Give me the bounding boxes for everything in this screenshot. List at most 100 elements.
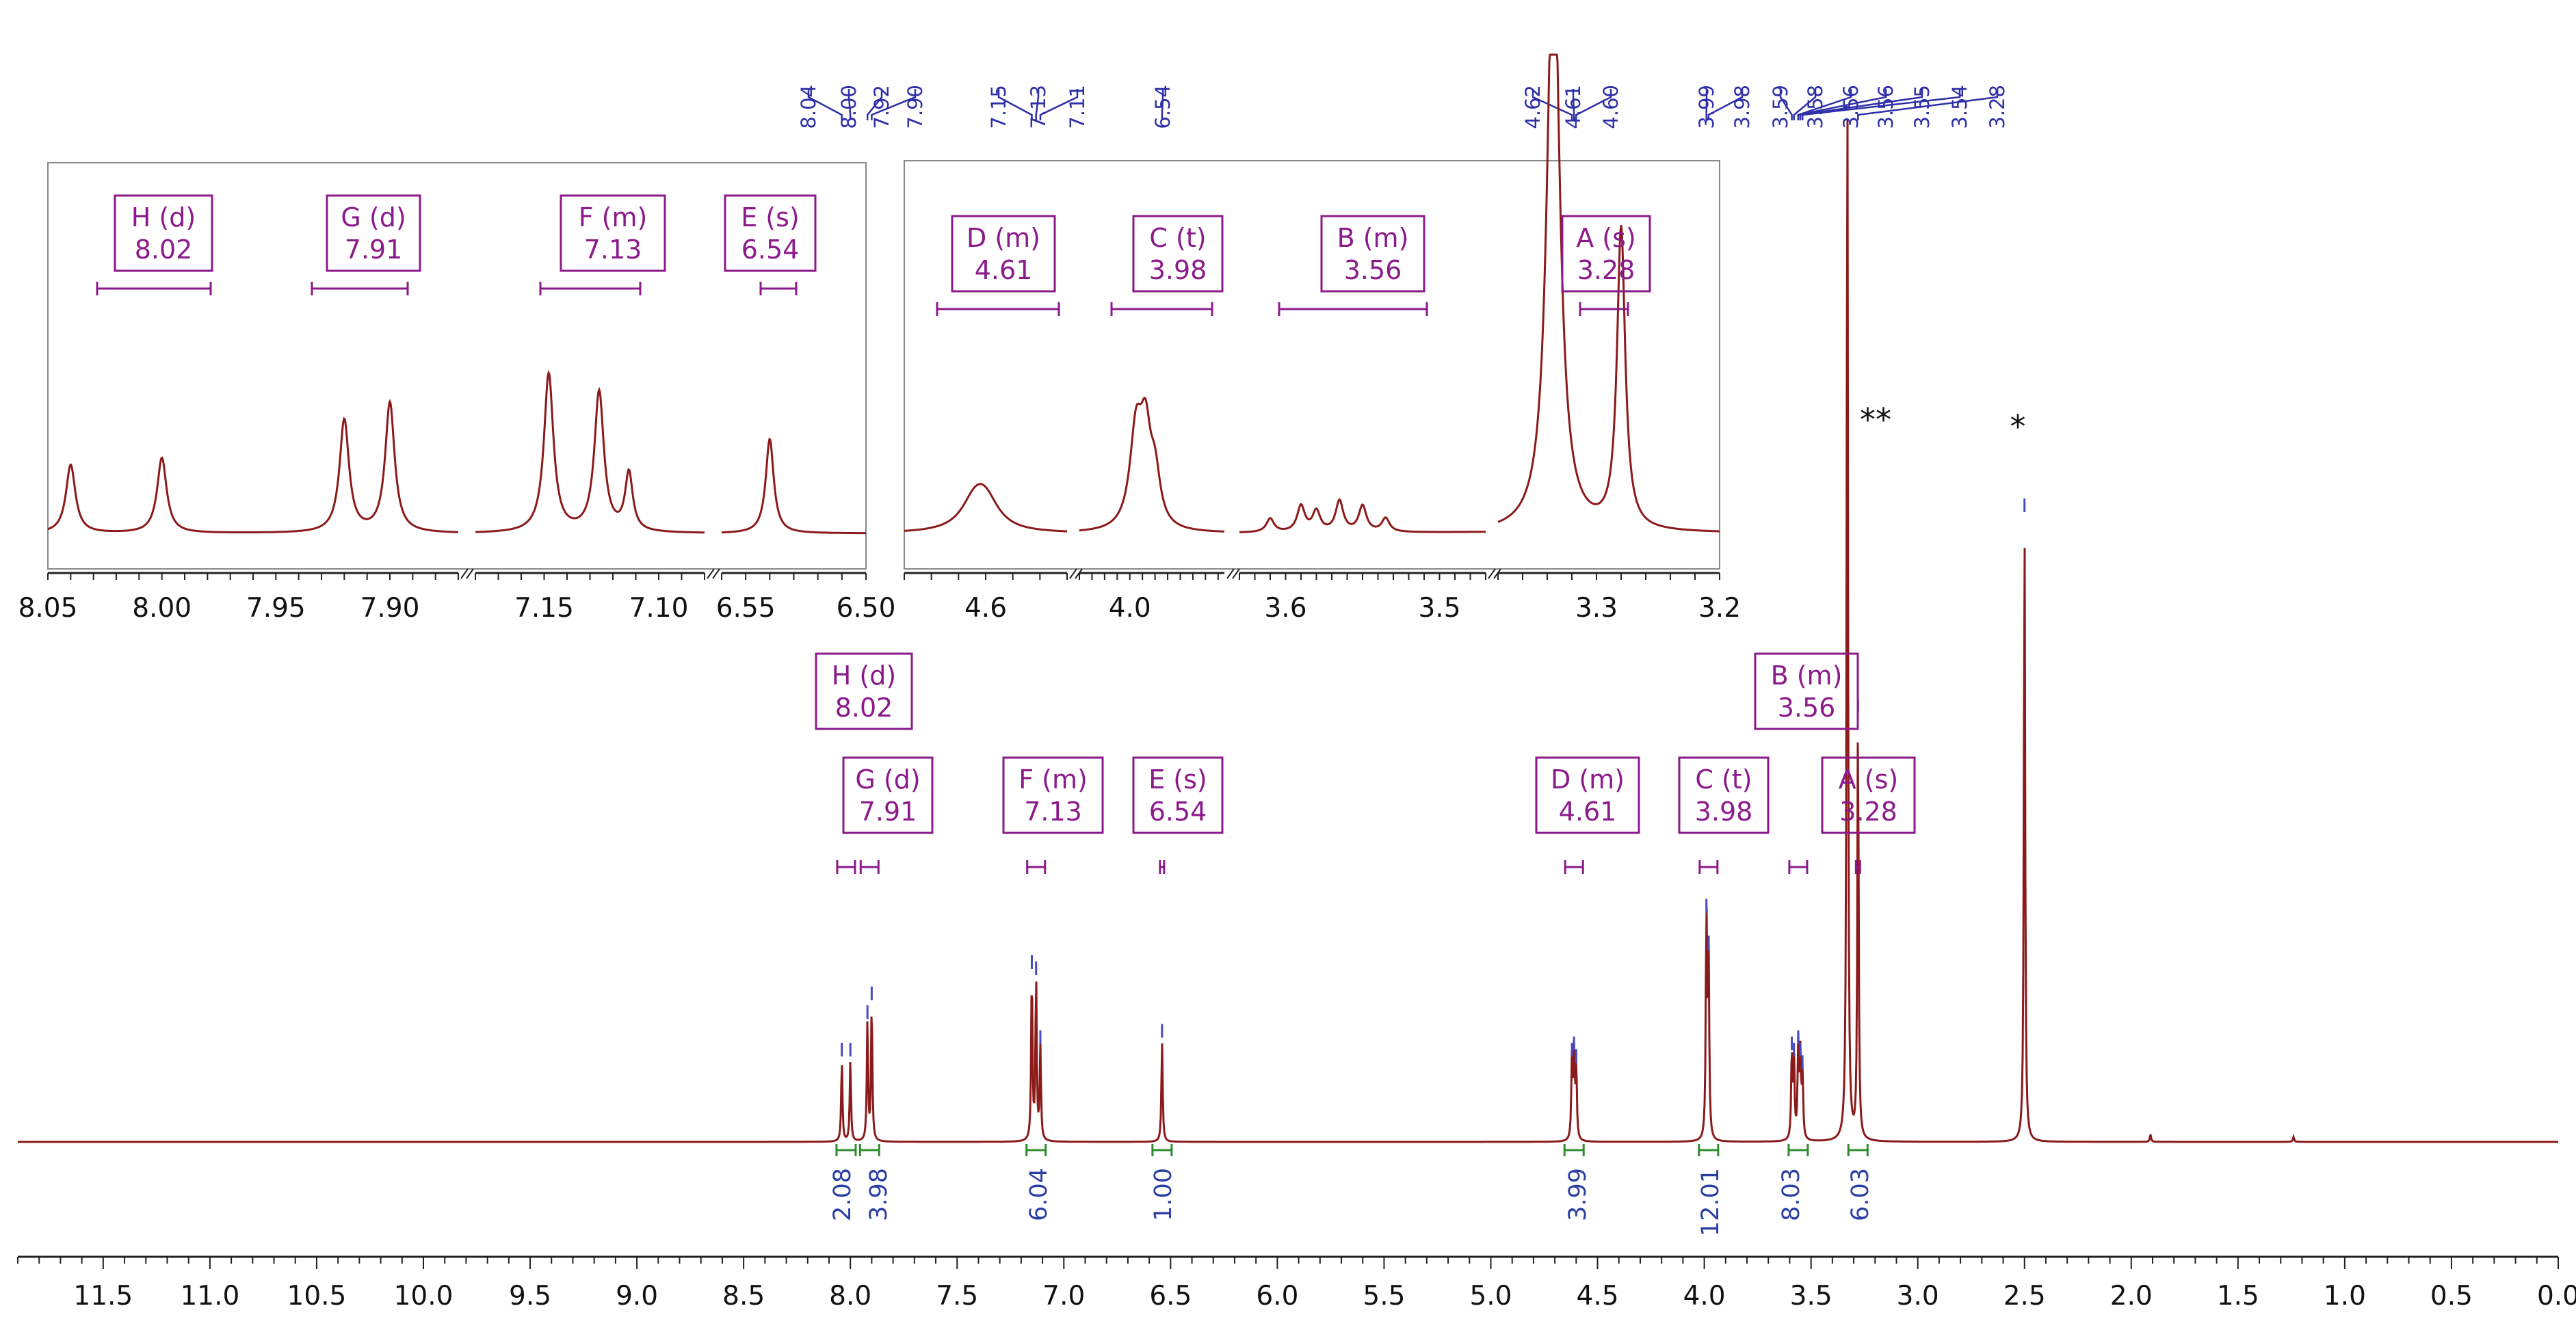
x-tick-label: 7.0 [1042, 1281, 1085, 1311]
integral-value-6.03: 6.03 [1847, 1168, 1874, 1221]
annotation-double-star: ** [1860, 401, 1891, 438]
inset-label-D: D (m)4.61 [936, 215, 1060, 316]
inset-frame [47, 162, 867, 570]
inset-label-G: G (d)7.91 [311, 194, 421, 295]
peak-leader-3 [871, 89, 917, 120]
inset-axis-break [460, 568, 474, 579]
inset-aliphatic: 4.6 4.0 3.6 3.5 3.3 3.2 D (m)4.61 C (t)3.98 B (m… [904, 53, 1741, 624]
inset-label-B: B (m)3.56 [1278, 215, 1428, 316]
inset-label-title: B (m) [1337, 223, 1409, 253]
inset-label-frame [1561, 215, 1651, 293]
inset-tick-label: 4.6 [964, 593, 1007, 624]
inset-label-C: C (t)3.98 [1110, 215, 1224, 316]
multiplet-title: D (m) [1551, 764, 1625, 795]
inset-spectrum-segment-2 [722, 437, 866, 535]
x-tick-label: 6.5 [1149, 1281, 1192, 1311]
multiplet-box-E: E (s)6.54 [1132, 756, 1224, 834]
peak-leader-17 [1799, 89, 1923, 120]
multiplet-box-H: H (d)8.02 [815, 652, 913, 730]
inset-label-H: H (d)8.02 [96, 194, 213, 295]
peak-leader-12 [1707, 89, 1744, 120]
inset-tick-label: 7.90 [360, 593, 420, 624]
multiplet-title: B (m) [1771, 661, 1843, 691]
integral-value-3.99: 3.99 [1564, 1168, 1592, 1221]
inset-spectrum-segment-1 [475, 369, 705, 534]
multiplet-box-frame [1132, 756, 1224, 834]
inset-aromatic: 8.05 8.00 7.95 7.90 7.15 7.10 6.55 6.50 H (d)8.0… [18, 162, 896, 624]
inset-label-frame [326, 194, 421, 272]
peak-leader-8 [1532, 89, 1573, 120]
x-tick-label: 1.5 [2217, 1281, 2259, 1311]
x-tick-label: 0.0 [2537, 1281, 2576, 1311]
inset-label-value: 3.98 [1149, 255, 1207, 285]
multiplet-box-frame [1002, 756, 1104, 834]
inset-label-value: 3.56 [1344, 255, 1402, 285]
multiplet-title: F (m) [1018, 764, 1088, 795]
inset-tick-label: 8.00 [132, 593, 192, 624]
inset-tick-label: 7.10 [629, 593, 689, 624]
x-tick-label: 0.5 [2430, 1281, 2473, 1311]
x-tick-label: 10.5 [287, 1281, 347, 1311]
inset-spectrum-segment-3 [1497, 53, 1720, 533]
inset-label-value: 4.61 [975, 255, 1033, 285]
solvent-annotations: ** * [1860, 401, 2026, 445]
x-tick-label: 10.0 [394, 1281, 454, 1311]
multiplet-box-D: D (m)4.61 [1535, 756, 1640, 834]
integral-value-1.00: 1.00 [1150, 1168, 1177, 1221]
peak-leader-13 [1779, 89, 1793, 120]
multiplet-title: G (d) [855, 764, 920, 795]
inset-spectrum-segment-1 [1079, 397, 1225, 533]
multiplet-value: 3.98 [1695, 797, 1753, 827]
multiplet-value: 3.28 [1839, 797, 1897, 827]
inset-tick-label: 7.95 [246, 593, 306, 624]
inset-tick-label: 3.3 [1575, 593, 1618, 624]
x-tick-label: 11.5 [73, 1281, 133, 1311]
x-axis: 11.5 11.0 10.5 10.0 9.5 9.0 8.5 8.0 7.5 7.0 6.5 6.0… [17, 1255, 2576, 1311]
inset-axis-break [1226, 568, 1240, 579]
peak-leader-9 [1572, 89, 1575, 120]
inset-spectrum-segment-0 [904, 483, 1067, 533]
peak-leader-16 [1797, 89, 1887, 120]
inset-label-title: E (s) [741, 202, 800, 232]
inset-label-frame [560, 194, 666, 272]
peak-leader-1 [847, 89, 852, 120]
multiplet-title: C (t) [1695, 764, 1752, 795]
inset-spectrum-segment-2 [1239, 498, 1486, 533]
x-tick-label: 3.0 [1897, 1281, 1939, 1311]
multiplet-value: 8.02 [835, 693, 893, 723]
inset-tick-label: 3.6 [1264, 593, 1306, 624]
multiplet-box-A: A (s)3.28 [1821, 756, 1916, 834]
inset-axis-break [707, 568, 720, 579]
inset-label-F: F (m)7.13 [539, 194, 666, 295]
multiplet-value: 7.91 [859, 797, 917, 827]
multiplet-box-F: F (m)7.13 [1002, 756, 1104, 834]
x-tick-label: 9.5 [509, 1281, 551, 1311]
x-tick-label: 4.5 [1577, 1281, 1619, 1311]
inset-label-value: 6.54 [741, 235, 800, 265]
x-tick-label: 2.0 [2110, 1281, 2153, 1311]
x-tick-label: 3.5 [1790, 1281, 1832, 1311]
inset-label-frame [951, 215, 1056, 293]
x-tick-label: 4.0 [1683, 1281, 1726, 1311]
integral-value-3.98: 3.98 [865, 1168, 893, 1221]
multiplet-title: H (d) [832, 661, 896, 691]
inset-tick-label: 3.5 [1418, 593, 1460, 624]
inset-frame [904, 160, 1720, 570]
peak-leader-2 [866, 89, 883, 120]
inset-tick-label: 6.55 [716, 593, 776, 624]
annotation-single-star: * [2010, 408, 2026, 445]
inset-label-title: G (d) [341, 202, 406, 232]
inset-label-title: D (m) [967, 223, 1040, 253]
inset-label-frame [1320, 215, 1425, 293]
inset-label-frame [114, 194, 213, 272]
x-tick-label: 9.0 [616, 1281, 658, 1311]
inset-tick-label: 6.50 [837, 593, 896, 624]
spectrum-line [18, 119, 2558, 1143]
multiplet-value: 6.54 [1149, 797, 1207, 827]
peak-leader-7 [1161, 89, 1164, 120]
inset-label-E: E (s)6.54 [724, 194, 817, 295]
inset-label-value: 7.91 [345, 235, 403, 265]
multiplet-box-frame [1754, 652, 1859, 730]
peak-leader-4 [997, 89, 1033, 120]
